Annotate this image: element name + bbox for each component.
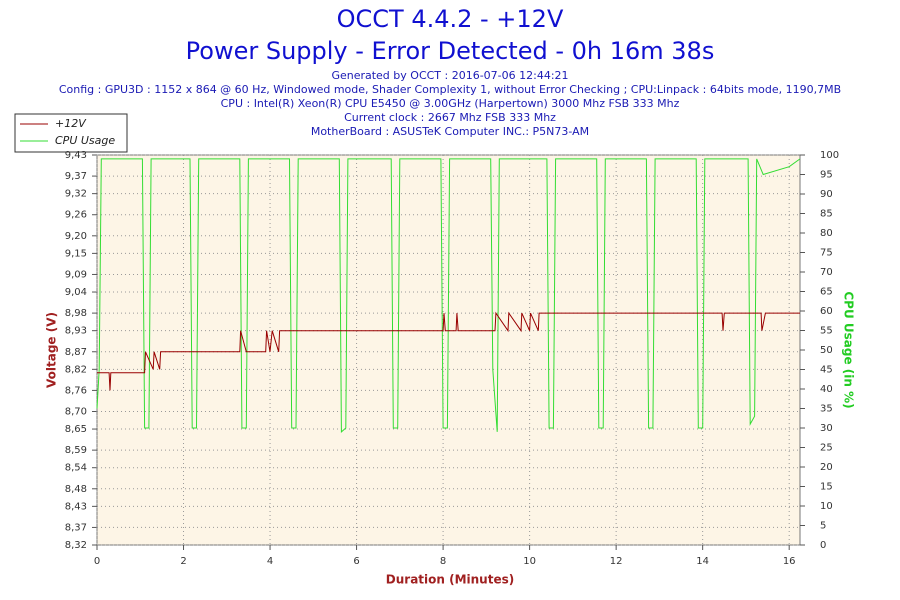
y-tick-label: 8,54 xyxy=(65,463,87,474)
y-tick-label: 8,82 xyxy=(65,364,87,375)
y-tick-label: 9,26 xyxy=(65,210,87,221)
y-tick-label: 9,15 xyxy=(65,248,87,259)
x-tick-label: 16 xyxy=(783,556,796,567)
y-tick-label: 9,43 xyxy=(65,150,87,161)
y-tick-label: 9,37 xyxy=(65,171,87,182)
y-tick-label: 8,59 xyxy=(65,445,87,456)
x-tick-label: 6 xyxy=(353,556,359,567)
info-line: Current clock : 2667 Mhz FSB 333 Mhz xyxy=(344,111,556,124)
x-tick-label: 2 xyxy=(180,556,186,567)
y2-tick-label: 50 xyxy=(820,345,833,356)
series-line xyxy=(97,311,800,391)
y-tick-label: 8,98 xyxy=(65,308,87,319)
y2-tick-label: 65 xyxy=(820,287,833,298)
info-line: CPU : Intel(R) Xeon(R) CPU E5450 @ 3.00G… xyxy=(221,97,680,110)
y2-tick-label: 25 xyxy=(820,443,833,454)
y-tick-label: 8,93 xyxy=(65,326,87,337)
legend-label: CPU Usage xyxy=(55,134,115,147)
y2-axis-label: CPU Usage (in %) xyxy=(842,291,856,408)
chart-subtitle: Power Supply - Error Detected - 0h 16m 3… xyxy=(186,37,715,65)
y-tick-label: 8,87 xyxy=(65,347,87,358)
x-tick-label: 14 xyxy=(696,556,709,567)
y2-tick-label: 45 xyxy=(820,365,833,376)
y-tick-label: 9,04 xyxy=(65,287,87,298)
y-tick-label: 9,09 xyxy=(65,269,87,280)
legend-label: +12V xyxy=(55,117,87,130)
y-tick-label: 9,32 xyxy=(65,189,87,200)
y2-tick-label: 90 xyxy=(820,189,833,200)
y2-tick-label: 35 xyxy=(820,404,833,415)
info-line: Config : GPU3D : 1152 x 864 @ 60 Hz, Win… xyxy=(59,83,841,96)
y-tick-label: 9,20 xyxy=(65,231,87,242)
info-line: MotherBoard : ASUSTeK Computer INC.: P5N… xyxy=(311,125,589,138)
y2-tick-label: 55 xyxy=(820,326,833,337)
y2-tick-label: 100 xyxy=(820,150,839,161)
y2-tick-label: 80 xyxy=(820,228,833,239)
chart-title: OCCT 4.4.2 - +12V xyxy=(337,5,564,33)
y-tick-label: 8,32 xyxy=(65,540,87,551)
y-axis-label: Voltage (V) xyxy=(45,312,59,388)
y2-tick-label: 5 xyxy=(820,521,826,532)
y2-tick-label: 75 xyxy=(820,248,833,259)
y2-tick-label: 60 xyxy=(820,306,833,317)
y-tick-label: 8,37 xyxy=(65,522,87,533)
x-tick-label: 0 xyxy=(94,556,100,567)
y2-tick-label: 95 xyxy=(820,170,833,181)
y2-tick-label: 10 xyxy=(820,501,833,512)
y2-tick-label: 15 xyxy=(820,482,833,493)
y-tick-label: 8,70 xyxy=(65,406,87,417)
x-tick-label: 8 xyxy=(440,556,446,567)
legend xyxy=(14,113,128,153)
x-tick-label: 4 xyxy=(267,556,273,567)
y2-tick-label: 85 xyxy=(820,209,833,220)
y2-tick-label: 40 xyxy=(820,384,833,395)
info-line: Generated by OCCT : 2016-07-06 12:44:21 xyxy=(331,69,568,82)
y2-tick-label: 0 xyxy=(820,540,826,551)
y2-tick-label: 30 xyxy=(820,423,833,434)
y2-tick-label: 20 xyxy=(820,462,833,473)
y-tick-label: 8,43 xyxy=(65,501,87,512)
series-line xyxy=(96,158,801,434)
y-tick-label: 8,65 xyxy=(65,424,87,435)
x-tick-label: 10 xyxy=(523,556,536,567)
y-tick-label: 8,48 xyxy=(65,484,87,495)
x-axis-label: Duration (Minutes) xyxy=(386,573,514,587)
x-tick-label: 12 xyxy=(610,556,623,567)
y-tick-label: 8,76 xyxy=(65,385,87,396)
y2-tick-label: 70 xyxy=(820,267,833,278)
